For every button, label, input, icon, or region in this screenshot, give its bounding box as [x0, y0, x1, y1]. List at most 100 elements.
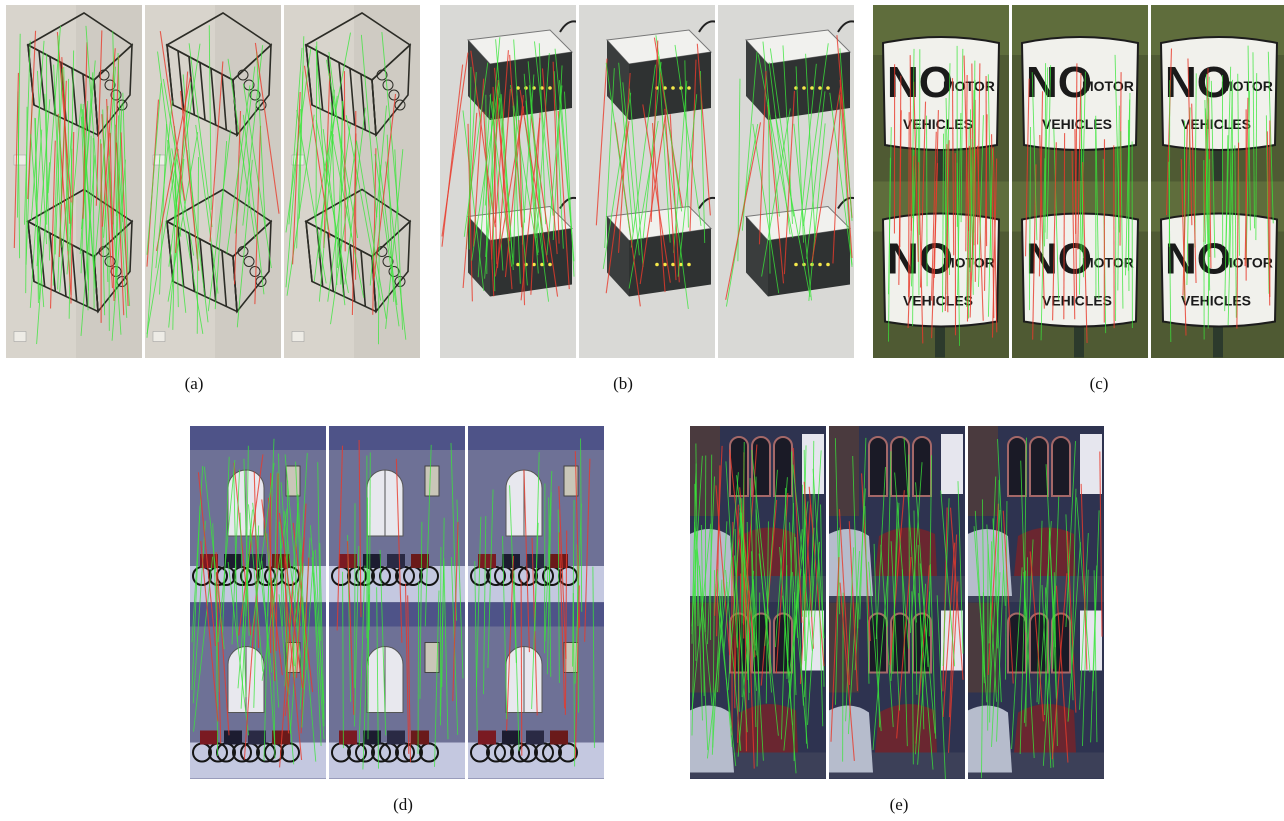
outlier-match-line: [70, 131, 75, 304]
inlier-match-line: [767, 98, 771, 274]
inlier-match-line: [673, 80, 688, 253]
inlier-match-line: [311, 557, 325, 740]
caption-a: (a): [184, 374, 204, 393]
inlier-match-line: [752, 123, 780, 294]
inlier-match-line: [1044, 67, 1049, 247]
outlier-match-line: [650, 40, 659, 222]
inlier-match-line: [1092, 510, 1100, 692]
outlier-match-line: [977, 63, 981, 245]
inlier-match-line: [967, 138, 972, 319]
outlier-match-line: [739, 487, 756, 658]
inlier-match-line: [564, 91, 575, 277]
inlier-match-line: [69, 50, 75, 235]
inlier-match-line: [171, 148, 204, 334]
inlier-match-line: [513, 570, 520, 752]
lantern-top-image: [284, 5, 420, 182]
inlier-match-line: [30, 134, 45, 308]
inlier-match-line: [81, 109, 96, 289]
inlier-match-line: [188, 43, 213, 228]
outlier-match-line: [605, 121, 630, 294]
inlier-match-line: [296, 452, 308, 629]
inlier-match-line: [940, 490, 956, 667]
inlier-match-line: [248, 504, 264, 672]
outlier-match-line: [209, 61, 224, 242]
outlier-match-line: [1119, 72, 1122, 246]
inlier-match-line: [917, 125, 920, 296]
outlier-match-line: [303, 65, 331, 238]
inlier-match-line: [367, 497, 369, 666]
inlier-match-line: [17, 91, 21, 259]
inlier-match-line: [195, 124, 219, 294]
outlier-match-line: [1074, 129, 1078, 298]
inlier-match-line: [439, 546, 442, 717]
outlier-match-line: [1182, 124, 1188, 296]
inlier-match-line: [741, 441, 745, 624]
inlier-match-line: [155, 100, 173, 269]
match-lines: [191, 438, 325, 768]
outlier-match-line: [558, 532, 566, 709]
outlier-match-line: [506, 555, 515, 731]
inlier-match-line: [375, 136, 398, 305]
inlier-match-line: [476, 516, 482, 687]
inlier-match-line: [548, 497, 552, 677]
outlier-match-line: [523, 469, 530, 653]
inlier-match-line: [1082, 569, 1089, 746]
inlier-match-line: [162, 78, 195, 256]
outlier-match-line: [1236, 142, 1240, 329]
outlier-match-line: [175, 71, 189, 253]
router-top-image: [718, 5, 854, 182]
inlier-match-line: [808, 123, 826, 301]
outlier-match-line: [254, 125, 262, 305]
outlier-match-line: [358, 439, 362, 618]
outlier-match-line: [919, 101, 927, 288]
outlier-match-line: [838, 509, 851, 685]
panel-c: NOMOTORVEHICLESNOMOTORVEHICLESNOMOTORVEH…: [873, 5, 1284, 358]
outlier-match-line: [808, 486, 825, 667]
outlier-match-line: [557, 110, 570, 290]
caption-d: (d): [393, 795, 413, 814]
panel-b: [440, 5, 854, 358]
inlier-match-line: [222, 456, 230, 633]
inlier-match-line: [1025, 557, 1028, 727]
inlier-match-line: [313, 95, 338, 282]
inlier-match-line: [317, 462, 321, 641]
outlier-match-line: [747, 590, 755, 769]
match-lines: [973, 437, 1103, 779]
outlier-match-line: [966, 145, 970, 322]
inlier-match-line: [572, 499, 575, 667]
router-image-pair: [579, 5, 715, 358]
outlier-match-line: [758, 71, 767, 245]
match-lines: [830, 437, 964, 779]
inlier-match-line: [54, 68, 63, 255]
inlier-match-line: [36, 99, 51, 267]
inlier-match-line: [892, 502, 898, 674]
outlier-match-line: [109, 132, 115, 302]
inlier-match-line: [911, 48, 915, 219]
outlier-match-line: [889, 490, 905, 665]
inlier-match-line: [249, 462, 275, 647]
inlier-match-line: [864, 506, 870, 684]
outlier-match-line: [373, 93, 397, 279]
inlier-match-line: [315, 46, 329, 230]
cars-image-pair: [690, 426, 826, 779]
inlier-match-line: [757, 54, 794, 238]
outlier-match-line: [689, 59, 697, 232]
inlier-match-line: [716, 568, 733, 747]
inlier-match-line: [315, 41, 318, 224]
caption-e: (e): [889, 795, 909, 814]
inlier-match-line: [471, 82, 500, 261]
outlier-match-line: [642, 104, 671, 283]
inlier-match-line: [642, 61, 662, 240]
outlier-match-line: [407, 595, 412, 763]
inlier-match-line: [761, 108, 791, 277]
inlier-match-line: [111, 159, 126, 341]
inlier-match-line: [546, 85, 563, 256]
outlier-match-line: [452, 521, 459, 702]
inlier-match-line: [1019, 570, 1026, 754]
inlier-match-line: [512, 105, 521, 284]
inlier-match-line: [888, 127, 892, 295]
inlier-match-line: [957, 112, 962, 296]
inlier-match-line: [53, 64, 62, 248]
